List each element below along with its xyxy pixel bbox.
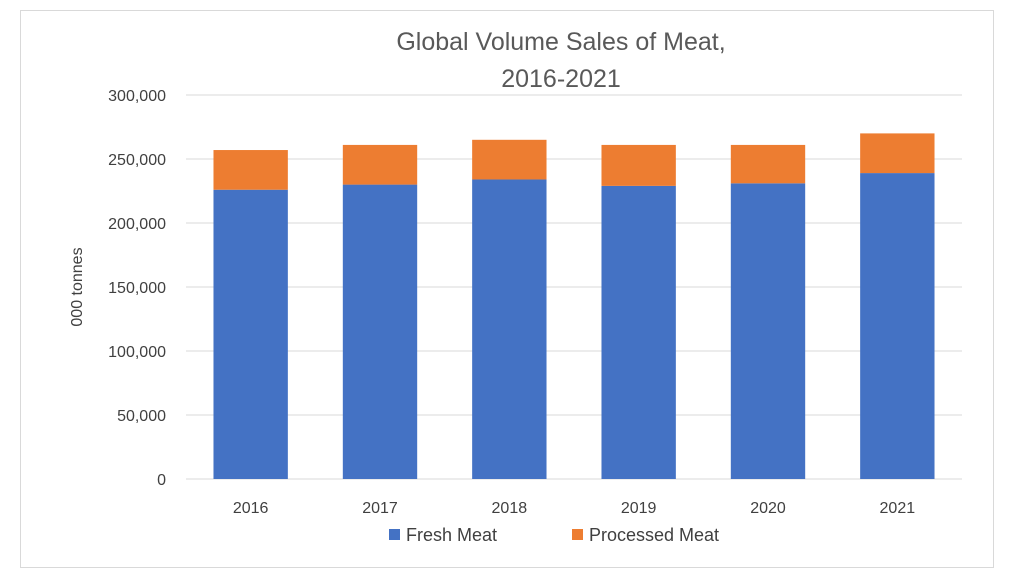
bar-fresh-meat-2018 — [472, 179, 547, 480]
y-axis-title: 000 tonnes — [69, 247, 86, 326]
bar-fresh-meat-2019 — [601, 185, 676, 479]
y-tick-label: 250,000 — [108, 152, 166, 169]
y-tick-label: 150,000 — [108, 280, 166, 297]
gridlines — [186, 94, 962, 480]
legend-label: Fresh Meat — [406, 525, 497, 545]
y-tick-labels: 0 50,000 100,000 150,000 200,000 250,000 300,0… — [108, 88, 166, 489]
bars — [213, 133, 935, 480]
x-tick-label: 2019 — [621, 500, 657, 517]
x-tick-label: 2021 — [880, 500, 916, 517]
chart-title-line-1: Global Volume Sales of Meat, — [396, 28, 725, 56]
legend-swatch — [389, 529, 400, 540]
x-tick-labels: 2016 2017 2018 2019 2020 2021 — [233, 500, 915, 517]
legend-label: Processed Meat — [589, 525, 719, 545]
bar-processed-meat-2021 — [860, 133, 935, 174]
y-tick-label: 100,000 — [108, 344, 166, 361]
x-tick-label: 2020 — [750, 500, 786, 517]
bar-fresh-meat-2016 — [213, 189, 288, 479]
bar-processed-meat-2017 — [342, 144, 418, 185]
chart-title-line-2: 2016-2021 — [501, 65, 621, 93]
bar-fresh-meat-2017 — [342, 184, 418, 479]
y-tick-label: 0 — [157, 472, 166, 489]
bar-processed-meat-2019 — [601, 144, 676, 186]
y-tick-label: 200,000 — [108, 216, 166, 233]
legend-swatch — [572, 529, 583, 540]
y-tick-label: 50,000 — [117, 408, 166, 425]
bar-processed-meat-2016 — [213, 150, 288, 190]
bar-fresh-meat-2021 — [860, 173, 935, 479]
x-tick-label: 2018 — [492, 500, 528, 517]
y-tick-label: 300,000 — [108, 88, 166, 105]
bar-processed-meat-2020 — [730, 144, 806, 184]
bar-fresh-meat-2020 — [730, 183, 806, 479]
legend: Fresh Meat Processed Meat — [389, 525, 719, 545]
x-tick-label: 2017 — [362, 500, 398, 517]
x-tick-label: 2016 — [233, 500, 269, 517]
bar-processed-meat-2018 — [472, 139, 547, 180]
